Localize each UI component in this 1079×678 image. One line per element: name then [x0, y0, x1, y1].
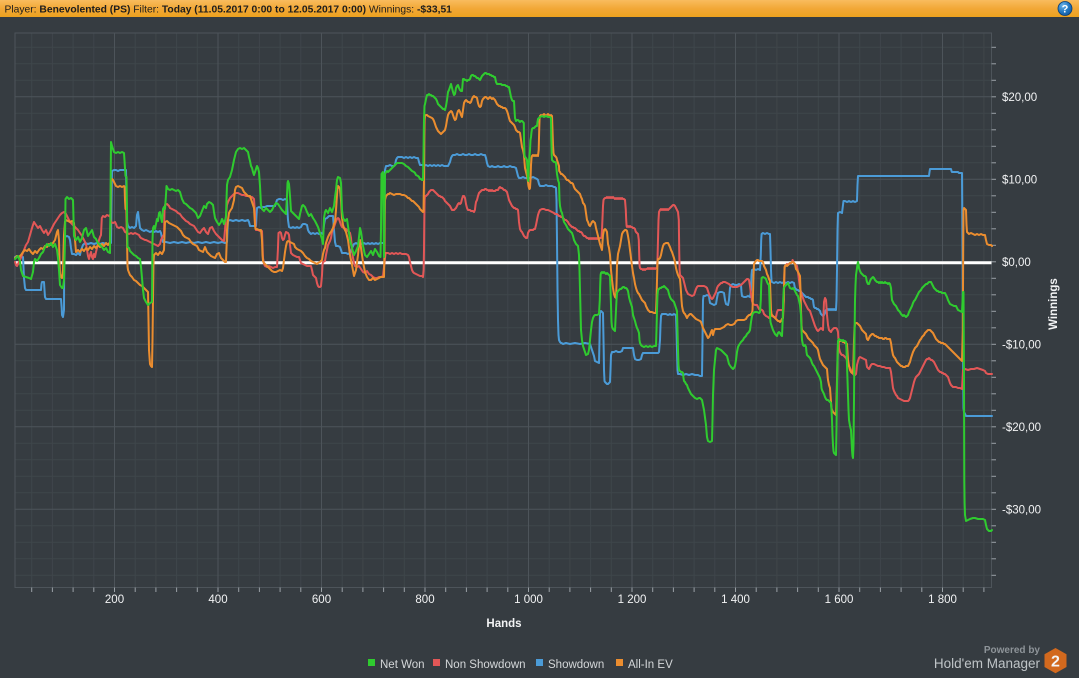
svg-text:800: 800 [415, 594, 434, 606]
svg-text:-$30,00: -$30,00 [1002, 504, 1041, 516]
svg-text:$10,00: $10,00 [1002, 174, 1037, 186]
svg-text:?: ? [1062, 4, 1069, 16]
svg-text:All-In EV: All-In EV [628, 659, 673, 671]
svg-text:400: 400 [208, 594, 227, 606]
svg-text:600: 600 [312, 594, 331, 606]
svg-text:1 400: 1 400 [721, 594, 750, 606]
svg-text:-$20,00: -$20,00 [1002, 422, 1041, 434]
svg-text:1 800: 1 800 [928, 594, 957, 606]
svg-text:200: 200 [105, 594, 124, 606]
svg-text:Showdown: Showdown [548, 659, 604, 671]
svg-text:1 600: 1 600 [825, 594, 854, 606]
svg-text:Non Showdown: Non Showdown [445, 659, 526, 671]
svg-text:1 000: 1 000 [514, 594, 543, 606]
svg-text:-$10,00: -$10,00 [1002, 339, 1041, 351]
svg-text:Hold'em Manager: Hold'em Manager [934, 656, 1041, 671]
svg-text:Powered by: Powered by [984, 645, 1041, 656]
svg-text:$20,00: $20,00 [1002, 92, 1037, 104]
svg-text:Net Won: Net Won [380, 659, 425, 671]
svg-text:Hands: Hands [486, 618, 521, 630]
svg-text:Winnings: Winnings [1048, 278, 1060, 330]
svg-text:2: 2 [1051, 654, 1060, 671]
svg-text:Player: Benevolented (PS) Filt: Player: Benevolented (PS) Filter: Today … [5, 4, 453, 15]
svg-text:$0,00: $0,00 [1002, 257, 1031, 269]
svg-text:1 200: 1 200 [618, 594, 647, 606]
